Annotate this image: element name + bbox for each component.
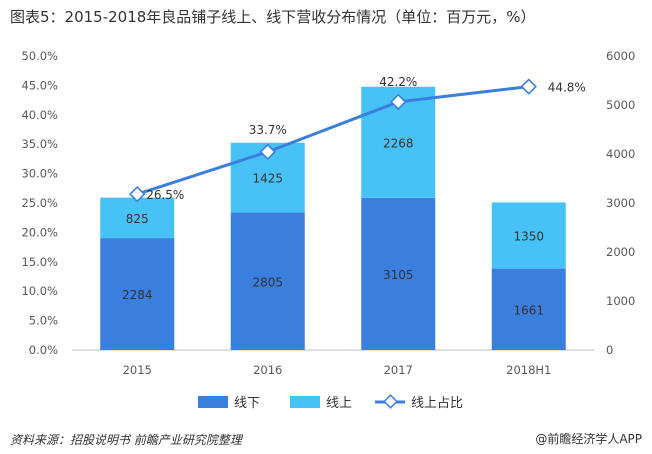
- y-left-tick-label: 10.0%: [21, 284, 58, 298]
- share-line: [136, 85, 529, 196]
- legend-label: 线下: [234, 396, 260, 411]
- bar-value-label: 2805: [252, 275, 283, 289]
- bar-segment-offline: [361, 197, 436, 350]
- share-point-marker: [129, 185, 146, 203]
- y-right-tick-label: 3000: [606, 196, 635, 210]
- bar-segment-offline: [100, 238, 175, 350]
- y-left-tick-label: 25.0%: [21, 196, 58, 210]
- y-right-tick-label: 5000: [606, 98, 635, 112]
- y-left-tick-label: 50.0%: [21, 49, 58, 63]
- x-tick-label: 2015: [123, 363, 152, 377]
- share-point-marker: [390, 93, 407, 111]
- bar-value-label: 1350: [513, 230, 544, 244]
- chart-title: 图表5：2015-2018年良品铺子线上、线下营收分布情况（单位：百万元，%）: [10, 8, 536, 26]
- y-left-tick-label: 40.0%: [21, 108, 58, 122]
- bar-segment-online: [491, 202, 566, 269]
- x-tick-label: 2017: [384, 363, 413, 377]
- legend-swatch: [290, 396, 320, 408]
- y-left-tick-label: 35.0%: [21, 137, 58, 151]
- y-left-tick-label: 15.0%: [21, 255, 58, 269]
- share-point-marker: [520, 78, 537, 95]
- bar-value-label: 1425: [252, 172, 283, 186]
- share-point-label: 42.2%: [379, 75, 417, 89]
- share-point-label: 33.7%: [249, 123, 287, 137]
- y-left-tick-label: 0.0%: [29, 343, 58, 357]
- x-tick-label: 2016: [253, 363, 282, 377]
- y-left-tick-label: 5.0%: [29, 314, 58, 328]
- share-point-label: 26.5%: [146, 188, 184, 202]
- legend-swatch: [198, 396, 228, 408]
- bar-value-label: 825: [126, 212, 149, 226]
- y-right-tick-label: 4000: [606, 147, 635, 161]
- x-axis: 2015 2016 2017 2018H1: [72, 349, 594, 377]
- legend-label: 线上: [326, 396, 352, 411]
- share-point-marker: [259, 143, 276, 161]
- bar-value-label: 3105: [383, 268, 414, 282]
- legend-label: 线上占比: [411, 396, 463, 411]
- y-right-axis: 0 1000 2000 3000 4000 5000 6000: [606, 49, 635, 357]
- bar-segment-online: [100, 197, 175, 239]
- y-left-tick-label: 30.0%: [21, 167, 58, 181]
- bar-segment-offline: [230, 212, 305, 350]
- y-right-tick-label: 1000: [606, 294, 635, 308]
- share-point-label: 44.8%: [548, 81, 586, 95]
- bars: 2284 825 2805 1425 3105 2268 1661 1350: [100, 86, 566, 350]
- x-tick-label: 2018H1: [506, 363, 551, 377]
- bar-value-label: 2268: [383, 136, 414, 150]
- legend: 线下 线上 线上占比: [198, 394, 463, 411]
- line-series: 26.5% 33.7% 42.2% 44.8%: [129, 75, 586, 203]
- legend-marker: [383, 394, 398, 409]
- y-left-axis: 0.0% 5.0% 10.0% 15.0% 20.0% 25.0% 30.0% 35.0% 40…: [21, 49, 58, 357]
- source-note: 资料来源：招股说明书 前瞻产业研究院整理: [10, 433, 242, 447]
- bar-value-label: 2284: [122, 288, 153, 302]
- brand-note: @前瞻经济学人APP: [535, 432, 642, 446]
- y-right-tick-label: 6000: [606, 49, 635, 63]
- bar-segment-offline: [491, 268, 566, 350]
- y-right-tick-label: 0: [606, 343, 613, 357]
- y-left-tick-label: 45.0%: [21, 78, 58, 92]
- y-left-tick-label: 20.0%: [21, 225, 58, 239]
- bar-value-label: 1661: [513, 303, 544, 317]
- y-right-tick-label: 2000: [606, 245, 635, 259]
